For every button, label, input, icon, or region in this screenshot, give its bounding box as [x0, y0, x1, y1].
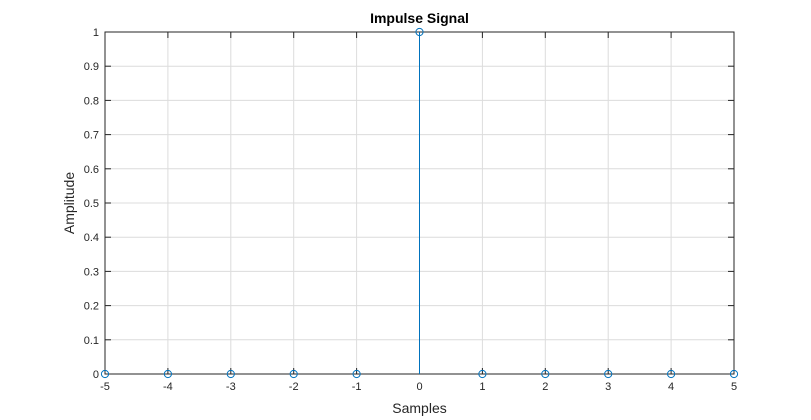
y-tick-label: 1	[93, 27, 99, 39]
y-tick-label: 0.5	[84, 198, 99, 210]
y-axis-label: Amplitude	[61, 172, 77, 234]
x-tick-labels: -5 -4 -3 -2 -1 0 1 2 3 4 5	[100, 381, 737, 393]
x-tick-label: 3	[605, 381, 611, 393]
y-tick-labels: 0 0.1 0.2 0.3 0.4 0.5 0.6 0.7 0.8 0.9 1	[84, 27, 99, 381]
y-tick-label: 0.1	[84, 335, 99, 347]
y-tick-label: 0.6	[84, 164, 99, 176]
y-tick-label: 0.9	[84, 61, 99, 73]
y-tick-label: 0.7	[84, 130, 99, 142]
y-tick-label: 0.4	[84, 232, 99, 244]
stem-marker	[604, 369, 613, 379]
stem-marker	[226, 369, 235, 379]
stem-marker	[163, 369, 172, 379]
x-tick-label: -5	[100, 381, 110, 393]
x-tick-label: 0	[416, 381, 422, 393]
y-tick-label: 0.8	[84, 95, 99, 107]
stem-marker	[100, 369, 110, 379]
x-tick-label: 1	[479, 381, 485, 393]
chart-title: Impulse Signal	[370, 10, 469, 26]
stem-marker	[667, 369, 676, 379]
stem-marker	[541, 369, 550, 379]
stem-marker	[415, 27, 424, 37]
stem-marker	[289, 369, 298, 379]
x-tick-label: 4	[668, 381, 674, 393]
ticks	[104, 31, 735, 375]
x-axis-label: Samples	[392, 400, 446, 416]
x-tick-label: -4	[163, 381, 173, 393]
y-tick-label: 0.2	[84, 301, 99, 313]
x-tick-label: -3	[226, 381, 236, 393]
stem-marker	[478, 369, 487, 379]
y-tick-label: 0	[93, 369, 99, 381]
y-tick-label: 0.3	[84, 266, 99, 278]
stem-marker	[352, 369, 361, 379]
x-tick-label: 5	[731, 381, 737, 393]
x-tick-label: -1	[352, 381, 362, 393]
stems	[100, 27, 739, 379]
x-tick-label: -2	[289, 381, 299, 393]
stem-marker	[729, 369, 739, 379]
x-tick-label: 2	[542, 381, 548, 393]
